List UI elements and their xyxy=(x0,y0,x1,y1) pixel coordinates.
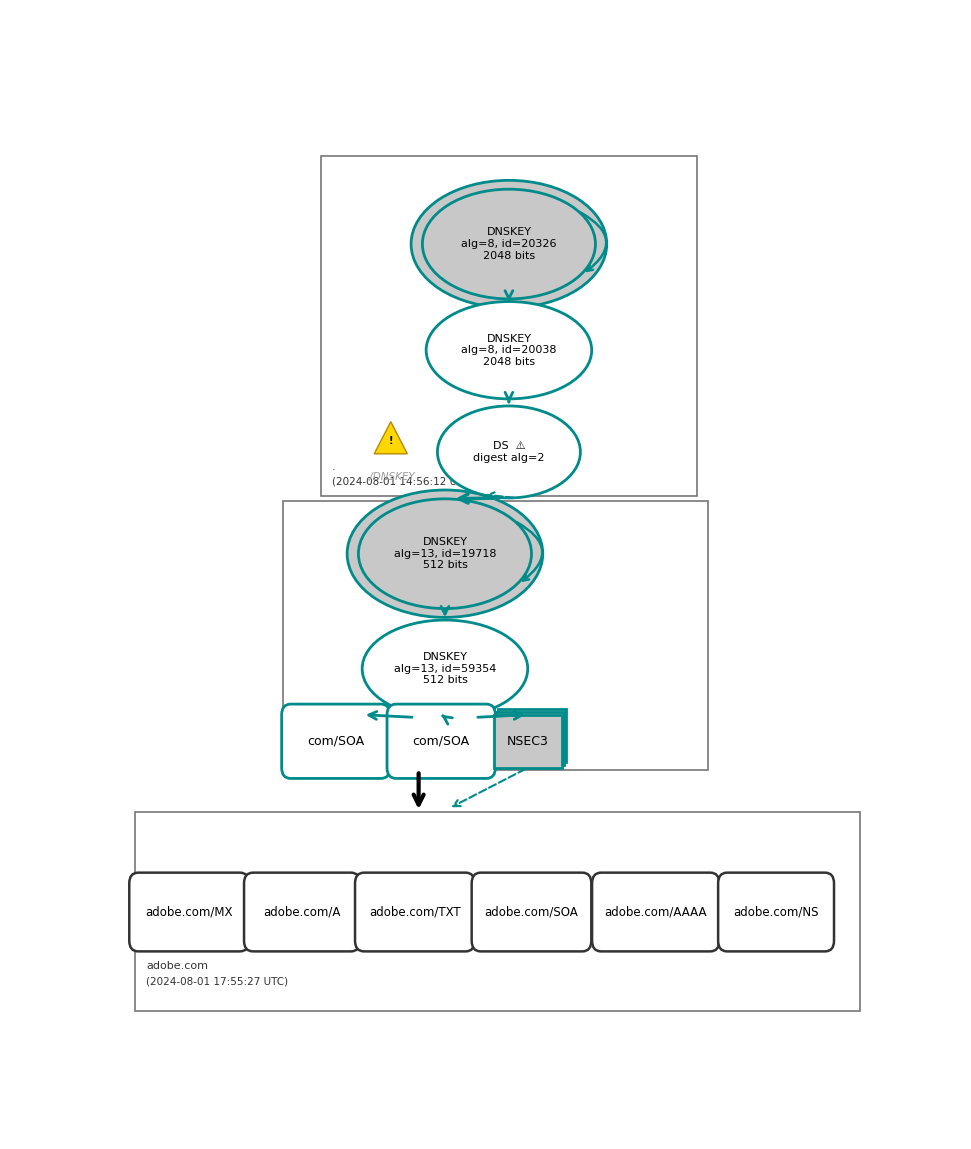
Text: DNSKEY
alg=8, id=20326
2048 bits: DNSKEY alg=8, id=20326 2048 bits xyxy=(461,228,556,261)
FancyBboxPatch shape xyxy=(592,872,720,951)
Bar xyxy=(320,155,697,496)
Ellipse shape xyxy=(358,499,531,609)
Text: adobe.com/MX: adobe.com/MX xyxy=(146,905,233,918)
Text: adobe.com/SOA: adobe.com/SOA xyxy=(485,905,579,918)
Bar xyxy=(494,715,561,768)
Ellipse shape xyxy=(437,406,581,498)
Text: com/SOA: com/SOA xyxy=(413,734,470,748)
FancyArrowPatch shape xyxy=(517,522,542,580)
Ellipse shape xyxy=(426,301,591,399)
Bar xyxy=(496,712,564,765)
Text: com/SOA: com/SOA xyxy=(307,734,364,748)
Text: adobe.com/A: adobe.com/A xyxy=(263,905,341,918)
Text: DNSKEY
alg=13, id=19718
512 bits: DNSKEY alg=13, id=19718 512 bits xyxy=(393,537,496,570)
Text: !: ! xyxy=(388,437,393,446)
Ellipse shape xyxy=(411,180,607,308)
Ellipse shape xyxy=(362,620,528,717)
Bar xyxy=(135,812,859,1011)
Bar xyxy=(284,501,709,771)
Ellipse shape xyxy=(348,489,543,617)
Ellipse shape xyxy=(422,190,595,299)
FancyBboxPatch shape xyxy=(244,872,360,951)
Text: adobe.com/TXT: adobe.com/TXT xyxy=(369,905,460,918)
Text: (2024-08-01 14:56:12 UTC): (2024-08-01 14:56:12 UTC) xyxy=(332,477,474,487)
Text: DNSKEY
alg=8, id=20038
2048 bits: DNSKEY alg=8, id=20038 2048 bits xyxy=(461,333,556,367)
Text: .: . xyxy=(332,462,336,471)
Text: (2024-08-01 17:55:27 UTC): (2024-08-01 17:55:27 UTC) xyxy=(147,977,288,987)
Text: ./DNSKEY: ./DNSKEY xyxy=(366,472,416,481)
Bar xyxy=(498,709,566,763)
Text: com: com xyxy=(294,735,318,746)
Text: DS  ⚠
digest alg=2: DS ⚠ digest alg=2 xyxy=(473,441,545,463)
FancyBboxPatch shape xyxy=(355,872,475,951)
Text: adobe.com/NS: adobe.com/NS xyxy=(733,905,819,918)
FancyBboxPatch shape xyxy=(472,872,591,951)
Polygon shape xyxy=(374,422,408,454)
FancyArrowPatch shape xyxy=(581,213,606,271)
Text: (2024-08-01 14:57:11 UTC): (2024-08-01 14:57:11 UTC) xyxy=(294,751,437,761)
FancyBboxPatch shape xyxy=(719,872,834,951)
Text: adobe.com: adobe.com xyxy=(147,961,208,971)
FancyBboxPatch shape xyxy=(387,704,495,778)
FancyBboxPatch shape xyxy=(282,704,390,778)
FancyBboxPatch shape xyxy=(129,872,249,951)
Text: DNSKEY
alg=13, id=59354
512 bits: DNSKEY alg=13, id=59354 512 bits xyxy=(394,653,496,685)
Text: NSEC3: NSEC3 xyxy=(507,734,549,748)
Text: adobe.com/AAAA: adobe.com/AAAA xyxy=(604,905,707,918)
